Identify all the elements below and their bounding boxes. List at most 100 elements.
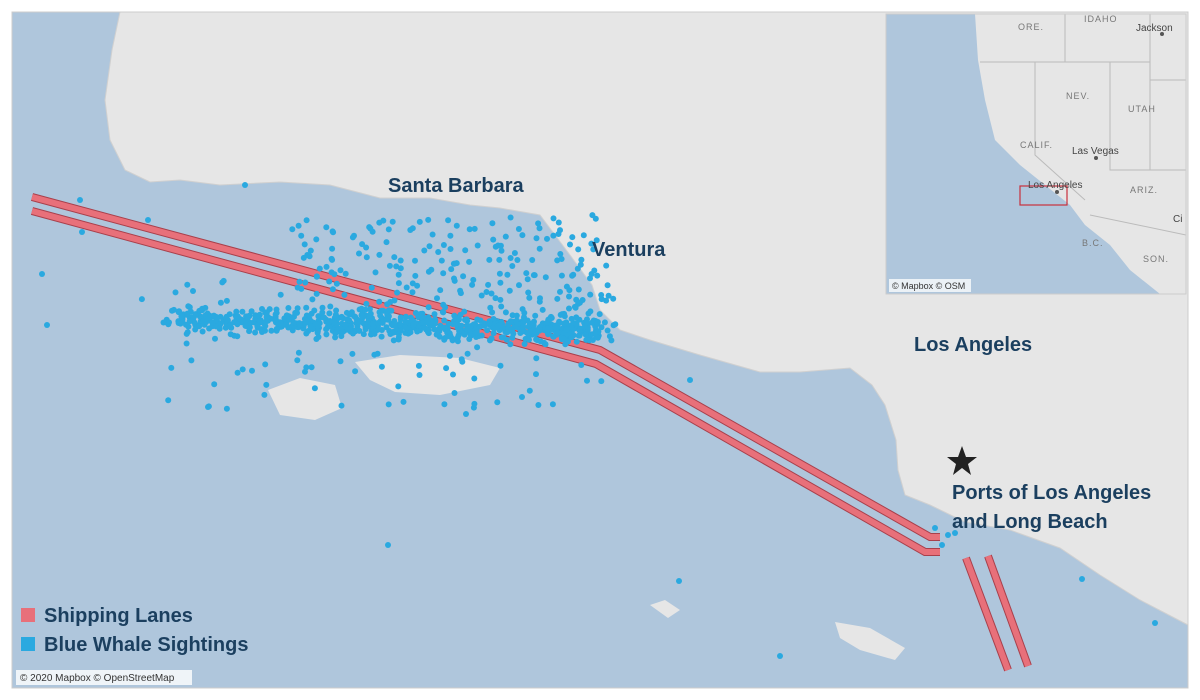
sighting: [594, 272, 601, 279]
legend-label: Blue Whale Sightings: [44, 634, 248, 656]
sighting: [203, 319, 209, 326]
sighting: [605, 292, 612, 299]
sighting: [598, 292, 605, 298]
sighting: [311, 385, 318, 392]
sighting: [397, 321, 403, 328]
sighting: [568, 334, 575, 341]
sighting: [573, 314, 580, 321]
sighting: [327, 318, 334, 324]
sighting: [380, 217, 387, 224]
sighting: [536, 245, 543, 252]
sighting: [216, 325, 223, 332]
sighting: [312, 321, 319, 327]
sighting: [249, 367, 255, 374]
sighting: [409, 225, 416, 232]
sighting: [165, 397, 172, 404]
sighting: [289, 226, 296, 233]
sighting: [585, 310, 592, 317]
sighting: [440, 301, 447, 308]
sighting: [425, 268, 432, 275]
sighting: [524, 330, 531, 337]
sighting: [557, 251, 564, 257]
sighting: [498, 334, 505, 341]
sighting: [569, 234, 576, 241]
sighting: [329, 286, 336, 293]
sighting: [424, 328, 431, 335]
sighting: [403, 284, 410, 291]
sighting: [497, 242, 504, 249]
sighting: [212, 335, 218, 342]
sighting: [303, 217, 310, 224]
sighting: [441, 401, 448, 408]
sighting: [330, 229, 337, 236]
sighting: [363, 254, 370, 261]
sighting: [414, 282, 421, 289]
sighting: [589, 319, 596, 326]
sighting: [397, 316, 404, 323]
inset-label: ORE.: [1018, 22, 1044, 32]
sighting: [295, 222, 302, 229]
sighting: [349, 234, 356, 241]
sighting: [1079, 576, 1085, 582]
sighting: [303, 304, 310, 311]
sighting: [239, 308, 246, 315]
sighting: [524, 276, 531, 283]
sighting: [211, 381, 218, 388]
sighting: [356, 250, 362, 257]
sighting: [571, 303, 578, 310]
sighting: [514, 321, 521, 327]
sighting: [331, 271, 338, 278]
sighting: [537, 338, 544, 345]
sighting: [474, 242, 481, 249]
sighting: [227, 321, 234, 328]
sighting: [535, 402, 542, 408]
sighting: [612, 321, 619, 328]
sighting: [441, 317, 448, 324]
sighting: [448, 266, 455, 273]
sighting: [328, 255, 335, 262]
sighting: [577, 261, 584, 268]
sighting: [338, 313, 345, 320]
sighting: [431, 326, 438, 333]
shipping-lanes: [30, 193, 1032, 672]
sighting: [376, 298, 383, 305]
sighting: [188, 357, 195, 364]
sighting: [557, 288, 563, 295]
sighting: [450, 260, 457, 267]
sighting: [490, 324, 496, 331]
lane: [963, 556, 1011, 672]
sighting: [490, 236, 497, 243]
sighting: [555, 231, 562, 237]
sighting: [183, 340, 190, 347]
sighting: [268, 327, 275, 334]
sighting: [223, 297, 230, 304]
sighting: [421, 247, 428, 254]
sighting: [384, 301, 391, 308]
sighting: [190, 288, 196, 294]
island: [650, 600, 680, 618]
sighting: [351, 313, 358, 320]
sighting: [440, 270, 447, 277]
sighting: [497, 362, 504, 369]
sighting: [262, 309, 269, 316]
sighting: [519, 394, 525, 400]
sighting: [550, 232, 557, 239]
sighting: [474, 344, 481, 351]
sighting: [184, 281, 191, 288]
sighting: [202, 304, 209, 311]
sighting: [588, 240, 595, 247]
sighting: [497, 296, 504, 303]
sighting: [166, 319, 172, 326]
sighting: [526, 294, 533, 301]
sighting: [437, 287, 444, 294]
sighting: [327, 303, 334, 310]
sighting: [531, 272, 538, 279]
sighting: [410, 321, 417, 328]
sighting: [360, 331, 367, 338]
sighting: [436, 325, 443, 332]
sighting: [569, 272, 576, 279]
sighting: [456, 327, 463, 334]
sighting: [451, 277, 458, 284]
sighting: [535, 220, 542, 227]
sighting: [1152, 620, 1158, 626]
